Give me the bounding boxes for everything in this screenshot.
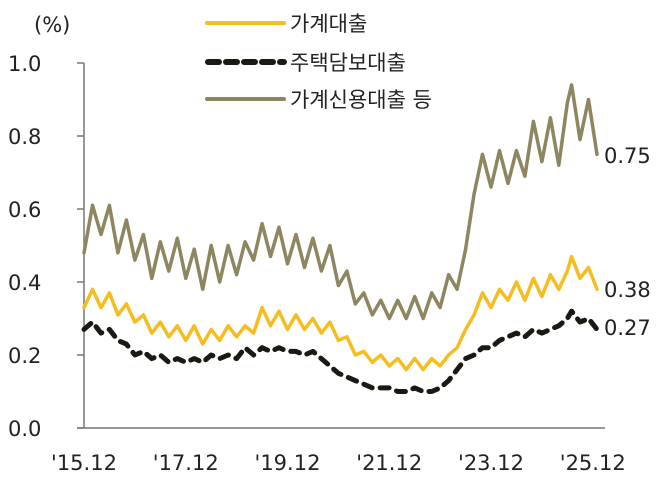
- x-tick-label: '25.12: [560, 451, 626, 475]
- end-label-household-loans: 0.38: [604, 278, 651, 302]
- legend-label-credit-loans: 가계신용대출 등: [290, 88, 432, 112]
- y-tick-label: 0.4: [8, 271, 41, 295]
- series-line-0: [82, 254, 599, 372]
- y-tick-label: 0.8: [8, 125, 41, 149]
- series-group: [81, 83, 600, 394]
- series-line-2: [82, 83, 599, 321]
- y-axis-unit-label: (%): [34, 13, 70, 37]
- legend-label-mortgage-loans: 주택담보대출: [290, 51, 406, 75]
- y-tick-label: 0.0: [8, 417, 41, 441]
- end-label-credit-loans: 0.75: [604, 144, 651, 168]
- x-tick-label: '21.12: [356, 451, 422, 475]
- y-tick-label: 1.0: [8, 52, 41, 76]
- legend: 가계대출 주택담보대출 가계신용대출 등: [205, 12, 432, 112]
- series-line-1: [81, 308, 600, 394]
- x-tick-label: '17.12: [153, 451, 219, 475]
- legend-label-household-loans: 가계대출: [290, 12, 367, 36]
- y-tick-label: 0.2: [8, 344, 41, 368]
- x-tick-label: '15.12: [51, 451, 117, 475]
- end-label-mortgage-loans: 0.27: [604, 316, 651, 340]
- x-tick-label: '19.12: [255, 451, 321, 475]
- x-tick-label: '23.12: [458, 451, 524, 475]
- x-axis-ticks: '15.12 '17.12 '19.12 '21.12 '23.12 '25.12: [51, 451, 626, 475]
- y-axis-ticks: 0.0 0.2 0.4 0.6 0.8 1.0: [8, 52, 84, 441]
- y-tick-label: 0.6: [8, 198, 41, 222]
